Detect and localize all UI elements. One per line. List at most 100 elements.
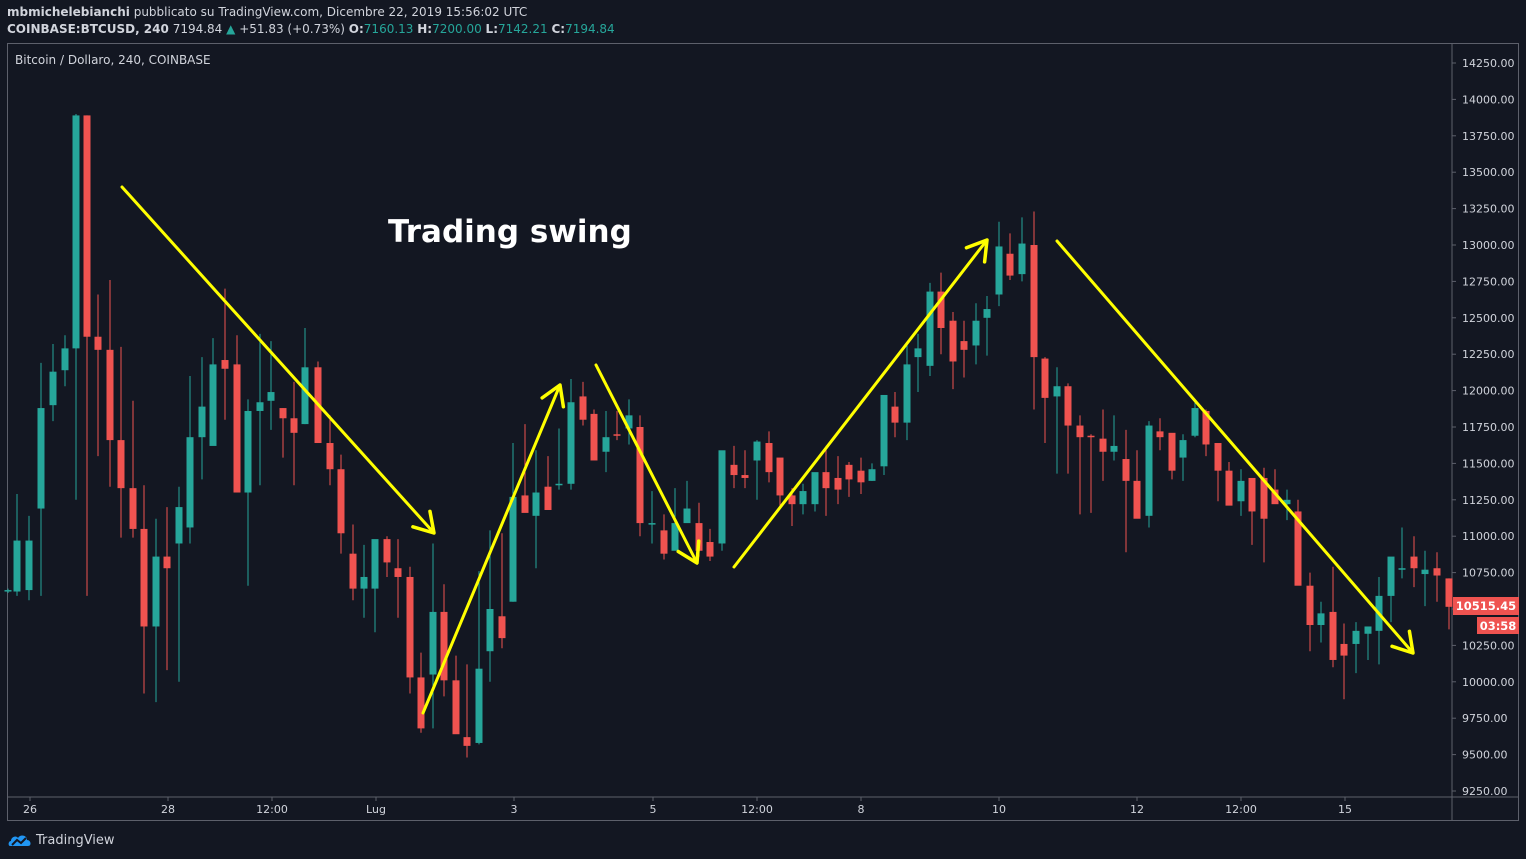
candle xyxy=(1030,211,1038,410)
candle xyxy=(1387,556,1395,623)
time-tick-label: 8 xyxy=(858,803,865,816)
candle xyxy=(590,409,598,461)
countdown-badge xyxy=(1477,617,1519,634)
last-price: 7194.84 xyxy=(172,22,223,36)
candle xyxy=(1225,461,1233,506)
price-axis[interactable]: 14250.00 14000.00 13750.00 13500.00 13250.00… xyxy=(1452,57,1515,798)
arrow-icon xyxy=(594,363,701,565)
candle xyxy=(1179,434,1187,481)
candle xyxy=(49,344,57,422)
candle xyxy=(1329,566,1337,668)
candle xyxy=(394,539,402,618)
candle xyxy=(926,282,934,377)
candle xyxy=(440,584,448,697)
candle xyxy=(72,113,80,500)
time-tick-label: 3 xyxy=(511,803,518,816)
candle xyxy=(1340,623,1348,700)
price-change: +51.83 (+0.73%) xyxy=(239,22,345,36)
candle xyxy=(383,536,391,577)
candle xyxy=(83,115,91,596)
price-tick-label: 13000.00 xyxy=(1462,239,1515,252)
publish-info: mbmichelebianchi pubblicato su TradingVi… xyxy=(7,5,527,19)
time-tick-label: 5 xyxy=(650,803,657,816)
candle xyxy=(903,342,911,441)
candle xyxy=(1110,415,1118,461)
time-tick-label: 12:00 xyxy=(1225,803,1257,816)
time-tick-label: 28 xyxy=(161,803,175,816)
price-tick-label: 11500.00 xyxy=(1462,457,1515,470)
candle xyxy=(25,515,33,601)
candle xyxy=(429,543,437,729)
candle xyxy=(602,410,610,473)
open-label: O: xyxy=(348,22,364,36)
candle xyxy=(544,456,552,510)
published-text: pubblicato su TradingView.com, Dicembre … xyxy=(133,5,528,19)
candle xyxy=(776,457,784,506)
close-value: 7194.84 xyxy=(565,22,615,36)
candle xyxy=(1421,550,1429,607)
candle xyxy=(937,272,945,355)
candle xyxy=(1076,415,1084,515)
tradingview-logo-icon xyxy=(8,835,31,846)
candle xyxy=(822,445,830,516)
candle xyxy=(452,655,460,735)
candle xyxy=(972,303,980,365)
candle xyxy=(891,392,899,438)
tradingview-footer[interactable]: TradingView xyxy=(8,832,115,848)
chart-title: Bitcoin / Dollaro, 240, COINBASE xyxy=(15,53,211,67)
brand-name: TradingView xyxy=(36,832,115,848)
chart-frame xyxy=(7,43,1519,821)
high-value: 7200.00 xyxy=(432,22,482,36)
low-label: L: xyxy=(485,22,498,36)
candle xyxy=(1317,601,1325,643)
price-tick-label: 13500.00 xyxy=(1462,166,1515,179)
candle xyxy=(198,357,206,480)
candle xyxy=(406,566,414,694)
candle xyxy=(1099,409,1107,481)
candle xyxy=(741,450,749,489)
candle xyxy=(1294,499,1302,586)
author-name[interactable]: mbmichelebianchi xyxy=(7,5,130,19)
candle xyxy=(326,415,334,486)
candle xyxy=(1433,552,1441,602)
price-tick-label: 11750.00 xyxy=(1462,421,1515,434)
candle xyxy=(718,450,726,551)
price-tick-label: 12250.00 xyxy=(1462,348,1515,361)
candle xyxy=(117,346,125,538)
candle xyxy=(811,472,819,512)
candle xyxy=(1041,357,1049,444)
candle xyxy=(1133,450,1141,519)
candle xyxy=(613,410,621,441)
candle xyxy=(1006,233,1014,280)
symbol-label: COINBASE:BTCUSD, 240 xyxy=(7,22,169,36)
last-price-label: 10515.45 03:58 xyxy=(1453,597,1519,634)
candle xyxy=(1156,418,1164,451)
annotation-text: Trading swing xyxy=(388,214,632,250)
candle xyxy=(845,461,853,497)
candle xyxy=(4,588,12,593)
candle xyxy=(1018,217,1026,282)
price-tick-label: 11250.00 xyxy=(1462,494,1515,507)
candle xyxy=(579,381,587,426)
price-tick-label: 14000.00 xyxy=(1462,93,1515,106)
candle xyxy=(765,431,773,483)
candle xyxy=(1191,400,1199,438)
candle xyxy=(186,376,194,544)
time-tick-label: 10 xyxy=(992,803,1006,816)
arrow-icon xyxy=(1055,239,1415,655)
candle xyxy=(625,399,633,445)
candle xyxy=(349,524,357,601)
candle xyxy=(1168,432,1176,480)
ohlc-legend: COINBASE:BTCUSD, 240 7194.84 ▲ +51.83 (+… xyxy=(7,22,615,36)
candle xyxy=(1064,383,1072,474)
candle xyxy=(417,652,425,733)
candle xyxy=(671,488,679,551)
candle xyxy=(233,335,241,493)
candle xyxy=(995,221,1003,307)
candle xyxy=(290,381,298,486)
time-axis[interactable]: 26 28 12:00 Lug 3 5 12:00 8 10 12 12:00 15 xyxy=(23,797,1352,816)
candle xyxy=(660,514,668,560)
price-tick-label: 10250.00 xyxy=(1462,639,1515,652)
candle xyxy=(880,394,888,476)
